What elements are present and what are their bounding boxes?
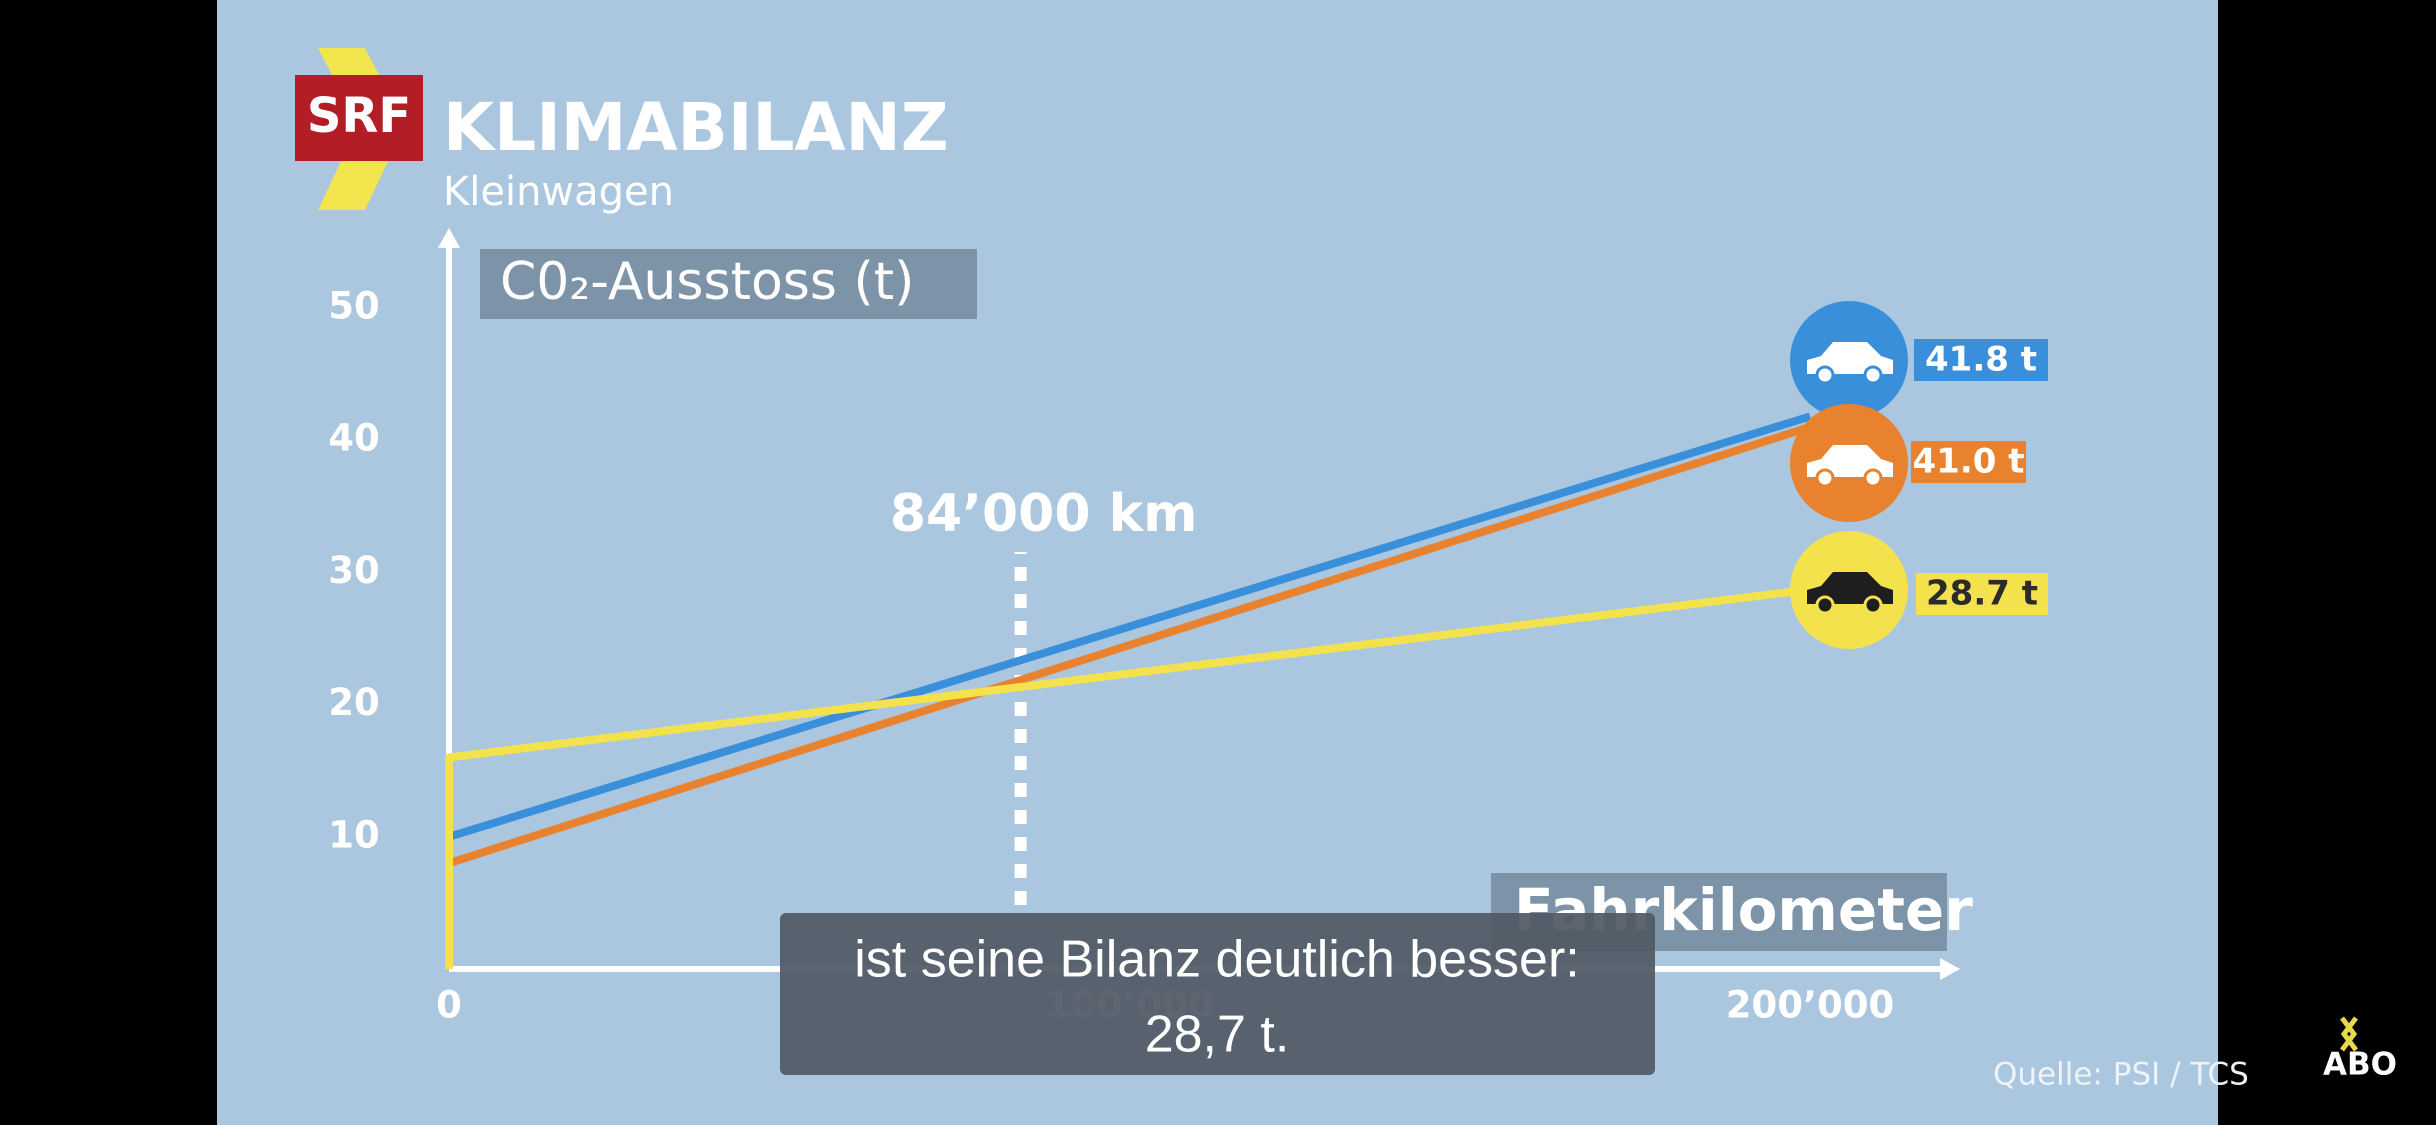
- logo-box: [295, 75, 423, 161]
- caption-line: 28,7 t.: [1145, 1006, 1290, 1064]
- wheel: [1815, 365, 1835, 385]
- x-tick-label: 0: [436, 984, 462, 1027]
- value-label-box: [1916, 573, 2048, 615]
- y-tick-label: 30: [328, 549, 380, 592]
- logo: SRF: [307, 88, 411, 144]
- wheel: [1863, 365, 1883, 385]
- y-label-box: [480, 249, 977, 319]
- wheel: [1863, 595, 1883, 615]
- line: [445, 585, 1811, 969]
- y-axis-arrow: [438, 227, 460, 248]
- subscribe-badge[interactable]: ABO: [2323, 1047, 2397, 1083]
- chart-subtitle: Kleinwagen: [443, 169, 674, 215]
- value-label-box: [1911, 441, 2026, 483]
- caption-line: ist seine Bilanz deutlich besser:: [854, 931, 1580, 989]
- y-tick-label: 20: [328, 681, 380, 724]
- value-label: 41.0 t: [1913, 442, 2025, 482]
- y-tick-label: 10: [328, 813, 380, 856]
- annotation: 84’000 km: [890, 484, 1198, 544]
- wheel: [1815, 595, 1835, 615]
- value-label-box: [1914, 339, 2048, 381]
- caption-box: [780, 913, 1655, 1075]
- source: Quelle: PSI / TCS: [1993, 1057, 2249, 1093]
- y-axis-label: C0₂-Ausstoss (t): [500, 252, 914, 312]
- x-tick-label: 200’000: [1726, 984, 1895, 1027]
- y-tick-label: 50: [328, 285, 380, 328]
- wheel: [1863, 468, 1883, 488]
- wheel: [1815, 468, 1835, 488]
- value-label: 28.7 t: [1926, 574, 2038, 614]
- x-axis-arrow: [1940, 958, 1961, 980]
- channel-icon: [2340, 1016, 2358, 1052]
- y-tick-label: 40: [328, 417, 380, 460]
- chart-title: KLIMABILANZ: [443, 89, 949, 166]
- value-label: 41.8 t: [1925, 340, 2037, 380]
